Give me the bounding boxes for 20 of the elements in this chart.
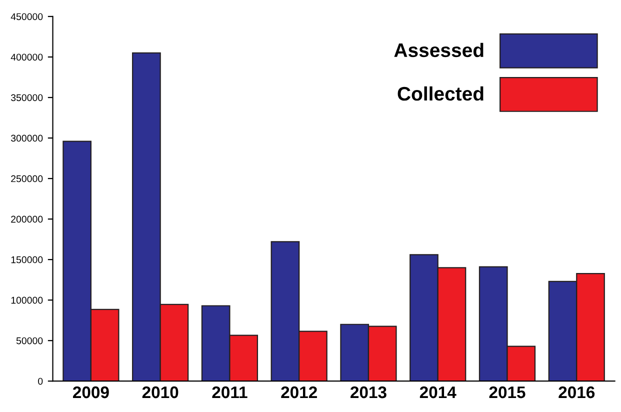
x-tick-label: 2013	[350, 386, 386, 398]
x-tick-label: 2009	[72, 386, 109, 398]
y-tick-label: 100000	[11, 296, 43, 304]
x-tick-label: 2014	[420, 386, 456, 398]
x-tick-label: 2011	[212, 386, 248, 398]
y-tick-label: 300000	[10, 134, 43, 142]
y-tick-label: 50000	[16, 337, 43, 344]
y-tick-label: 450000	[10, 13, 43, 20]
y-tick-label: 350000	[10, 94, 43, 102]
y-tick-label: 150000	[11, 256, 43, 264]
y-tick-label: 200000	[11, 216, 43, 223]
x-tick-label: 2015	[489, 386, 526, 398]
x-tick-label: 2016	[558, 386, 595, 398]
legend-label: Collected	[398, 86, 484, 101]
x-tick-label: 2010	[142, 386, 178, 398]
x-tick-label: 2012	[281, 386, 317, 398]
y-tick-label: 0	[38, 378, 43, 385]
legend-label: Assessed	[394, 42, 484, 58]
y-tick-label: 250000	[11, 175, 43, 182]
y-tick-label: 400000	[10, 54, 43, 61]
